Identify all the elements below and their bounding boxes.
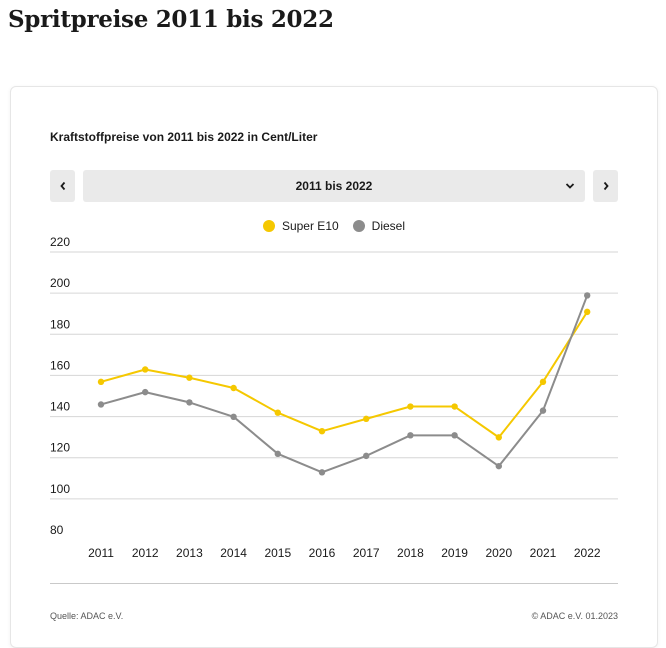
legend-label-diesel: Diesel <box>371 219 406 233</box>
x-tick-label-2018: 2018 <box>397 546 424 560</box>
copyright-note: © ADAC e.V. 01.2023 <box>531 611 618 621</box>
x-tick-label-2015: 2015 <box>264 546 291 560</box>
x-tick-label-2012: 2012 <box>132 546 159 560</box>
legend-item-super[interactable]: Super E10 <box>262 219 339 233</box>
source-note: Quelle: ADAC e.V. <box>50 611 124 621</box>
chevron-right-icon <box>603 181 609 191</box>
data-point-diesel-2013 <box>186 399 193 406</box>
data-point-diesel-2022 <box>584 292 591 299</box>
x-tick-label-2020: 2020 <box>485 546 512 560</box>
chevron-left-icon <box>59 181 65 191</box>
next-range-button[interactable] <box>593 170 618 202</box>
data-point-super-2022 <box>584 308 591 316</box>
y-tick-label-180: 180 <box>50 317 70 331</box>
legend-marker-diesel <box>352 220 365 232</box>
chevron-down-icon <box>565 183 575 189</box>
y-tick-label-100: 100 <box>50 482 70 496</box>
footer-divider <box>50 583 618 584</box>
series-line-diesel <box>100 295 589 474</box>
data-point-diesel-2017 <box>363 452 370 460</box>
y-tick-label-200: 200 <box>50 276 70 290</box>
x-tick-label-2013: 2013 <box>176 546 203 560</box>
y-tick-label-120: 120 <box>50 441 70 455</box>
legend-marker-super <box>262 220 275 232</box>
data-point-super-2015 <box>274 409 281 416</box>
data-point-super-2019 <box>451 403 458 410</box>
chart-card: Kraftstoffpreise von 2011 bis 2022 in Ce… <box>10 86 658 648</box>
data-point-diesel-2018 <box>407 432 414 439</box>
previous-range-button[interactable] <box>50 170 75 202</box>
data-point-super-2013 <box>186 374 193 381</box>
y-tick-label-80: 80 <box>50 523 64 537</box>
page-title: Spritpreise 2011 bis 2022 <box>8 6 334 33</box>
data-point-super-2021 <box>539 378 547 386</box>
x-tick-label-2011: 2011 <box>88 546 114 560</box>
x-tick-label-2017: 2017 <box>353 546 380 560</box>
range-dropdown-value: 2011 bis 2022 <box>295 179 373 193</box>
chart-legend: Super E10 Diesel <box>11 219 657 233</box>
data-point-diesel-2014 <box>230 413 237 420</box>
data-point-super-2016 <box>318 428 326 435</box>
data-point-super-2014 <box>230 384 237 392</box>
data-point-super-2020 <box>495 434 502 441</box>
line-chart: 80 100 120 140 160 180 200 220 2011 2012 2013 2014 2… <box>50 235 618 560</box>
x-tick-label-2021: 2021 <box>530 546 557 560</box>
range-dropdown[interactable]: 2011 bis 2022 <box>83 170 585 202</box>
data-point-diesel-2011 <box>97 401 105 408</box>
chart-title: Kraftstoffpreise von 2011 bis 2022 in Ce… <box>50 130 318 144</box>
data-point-diesel-2020 <box>495 462 502 470</box>
data-point-diesel-2012 <box>142 388 149 396</box>
y-tick-label-160: 160 <box>50 358 70 372</box>
data-point-diesel-2015 <box>274 450 281 458</box>
data-point-diesel-2021 <box>539 407 547 414</box>
y-tick-label-220: 220 <box>50 235 70 249</box>
x-tick-label-2014: 2014 <box>220 546 247 560</box>
x-tick-label-2022: 2022 <box>574 546 601 560</box>
legend-label-super: Super E10 <box>281 219 339 233</box>
data-point-super-2017 <box>363 415 370 423</box>
data-point-super-2012 <box>142 366 149 373</box>
data-point-super-2018 <box>407 403 414 410</box>
series-line-super <box>100 311 589 439</box>
x-tick-label-2016: 2016 <box>309 546 336 560</box>
x-tick-label-2019: 2019 <box>441 546 468 560</box>
legend-item-diesel[interactable]: Diesel <box>352 219 406 233</box>
data-point-diesel-2019 <box>451 432 458 439</box>
y-tick-label-140: 140 <box>50 400 70 414</box>
data-point-diesel-2016 <box>318 469 326 476</box>
data-point-super-2011 <box>97 378 105 386</box>
